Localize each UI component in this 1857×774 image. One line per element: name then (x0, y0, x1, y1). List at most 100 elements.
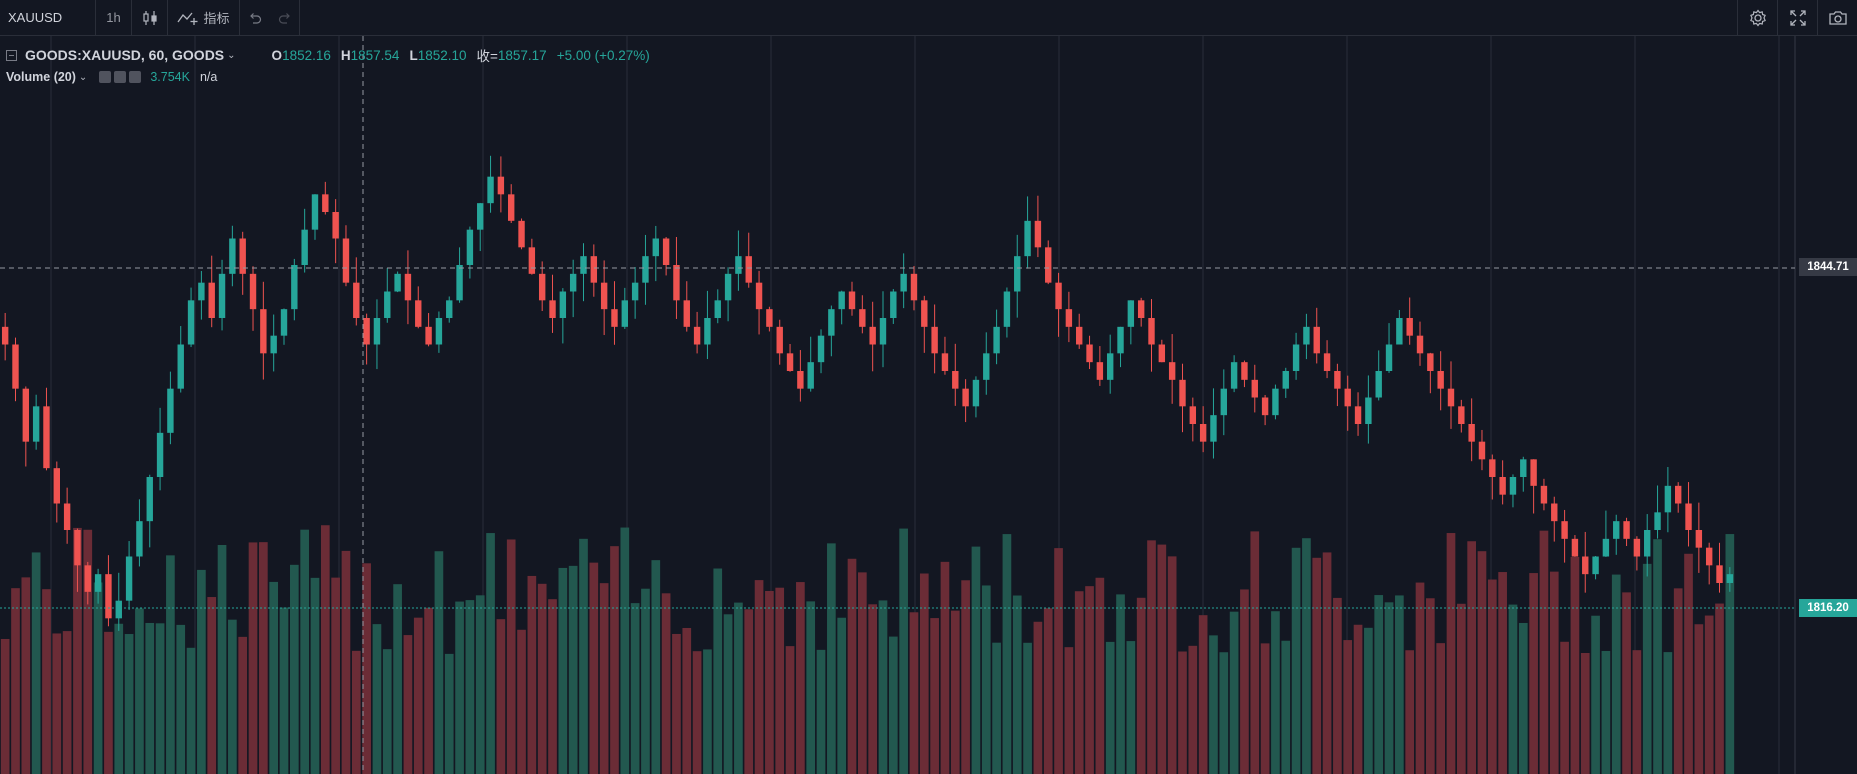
close-value: 1857.17 (497, 47, 547, 63)
hide-study-icon[interactable] (99, 71, 112, 83)
collapse-legend-icon[interactable] (6, 49, 17, 61)
candle-body (941, 353, 949, 371)
volume-bar (919, 573, 929, 774)
candle-body (1055, 282, 1062, 310)
candle-body (528, 247, 536, 274)
indicators-label: 指标 (203, 11, 230, 26)
volume-bar (1198, 615, 1208, 774)
candle-body (1406, 318, 1413, 336)
candle-body (1478, 441, 1486, 460)
volume-bar (796, 582, 805, 774)
candle-body (642, 256, 649, 283)
candle-body (1551, 503, 1558, 522)
volume-bar (238, 636, 248, 774)
low-value: 1852.10 (417, 47, 467, 63)
candle-body (745, 256, 752, 283)
price-chart-canvas[interactable] (0, 36, 1857, 774)
volume-bar (393, 584, 402, 774)
volume-bar (186, 647, 196, 774)
candle-body (74, 530, 81, 566)
fullscreen-button[interactable] (1777, 0, 1817, 36)
candle-body (1127, 300, 1135, 327)
candle-body (84, 565, 91, 592)
candle-body (549, 300, 556, 318)
volume-title[interactable]: Volume (20) (6, 70, 76, 84)
close-label: 收= (476, 49, 498, 64)
candle-body (218, 273, 226, 318)
volume-bar (176, 624, 186, 774)
volume-bar (104, 631, 113, 774)
indicators-button[interactable]: 指标 (168, 0, 240, 36)
volume-bar (527, 575, 537, 774)
volume-bar (413, 617, 423, 774)
candle-body (1024, 220, 1031, 257)
volume-bar (1333, 597, 1342, 774)
candle-body (1, 326, 9, 345)
candle-body (1685, 503, 1692, 530)
candle-body (249, 273, 257, 310)
volume-bar (806, 601, 816, 774)
volume-bar (1157, 544, 1167, 774)
undo-button[interactable] (240, 0, 270, 36)
candle-body (1148, 318, 1155, 345)
volume-bar (1054, 548, 1063, 774)
volume-bar (486, 533, 495, 774)
volume-bar (362, 563, 371, 774)
study-settings-icon[interactable] (114, 71, 127, 83)
candle-body (291, 265, 298, 310)
candle-body (879, 318, 887, 345)
symbol-title[interactable]: GOODS:XAUUSD, 60, GOODS (25, 47, 225, 63)
interval-button[interactable]: 1h (96, 0, 132, 36)
volume-bar (1415, 582, 1425, 774)
candle-body (1437, 371, 1444, 389)
volume-bar (610, 546, 619, 774)
redo-button[interactable] (270, 0, 300, 36)
volume-bar (372, 624, 382, 774)
volume-bar (827, 543, 836, 774)
candle-body (208, 282, 215, 318)
chart-type-button[interactable] (132, 0, 168, 36)
candle-body (1230, 362, 1238, 389)
volume-bar (1436, 643, 1446, 774)
volume-bar (837, 617, 847, 774)
screenshot-button[interactable] (1817, 0, 1857, 36)
candle-body (1623, 521, 1630, 539)
volume-bar (765, 590, 774, 774)
volume-bar (1271, 611, 1280, 774)
top-toolbar: XAUUSD 1h 指标 (0, 0, 1857, 36)
volume-bar (1446, 533, 1456, 774)
candle-body (1427, 353, 1434, 371)
symbol-search-button[interactable]: XAUUSD (0, 0, 96, 36)
candle-body (1582, 556, 1589, 575)
volume-bar (351, 650, 361, 774)
remove-study-icon[interactable] (129, 71, 142, 83)
volume-bar (62, 631, 72, 774)
settings-button[interactable] (1737, 0, 1777, 36)
camera-icon (1828, 9, 1848, 27)
candle-body (1613, 521, 1620, 539)
volume-bar (713, 568, 723, 774)
candle-body (828, 309, 835, 336)
volume-bar (1250, 531, 1260, 774)
chevron-down-icon[interactable]: ⌄ (227, 49, 236, 61)
volume-bar (878, 600, 888, 774)
last-price-tag: 1816.20 (1799, 599, 1857, 617)
chevron-down-icon[interactable]: ⌄ (78, 71, 88, 83)
volume-bar (754, 580, 764, 774)
high-value: 1857.54 (350, 47, 400, 63)
volume-bar (548, 599, 557, 774)
volume-bar (1167, 556, 1177, 774)
volume-bar (506, 539, 516, 774)
candle-body (1292, 344, 1300, 371)
volume-bar (1095, 577, 1105, 774)
volume-bar (568, 565, 578, 774)
candle-body (652, 238, 659, 257)
candle-body (1385, 344, 1393, 371)
chart-pane[interactable] (0, 36, 1857, 774)
high-label: H (340, 47, 351, 63)
candle-body (177, 344, 184, 389)
volume-bar (847, 558, 857, 774)
candle-body (1137, 300, 1145, 318)
volume-bar (1302, 538, 1311, 774)
candle-body (353, 282, 360, 318)
